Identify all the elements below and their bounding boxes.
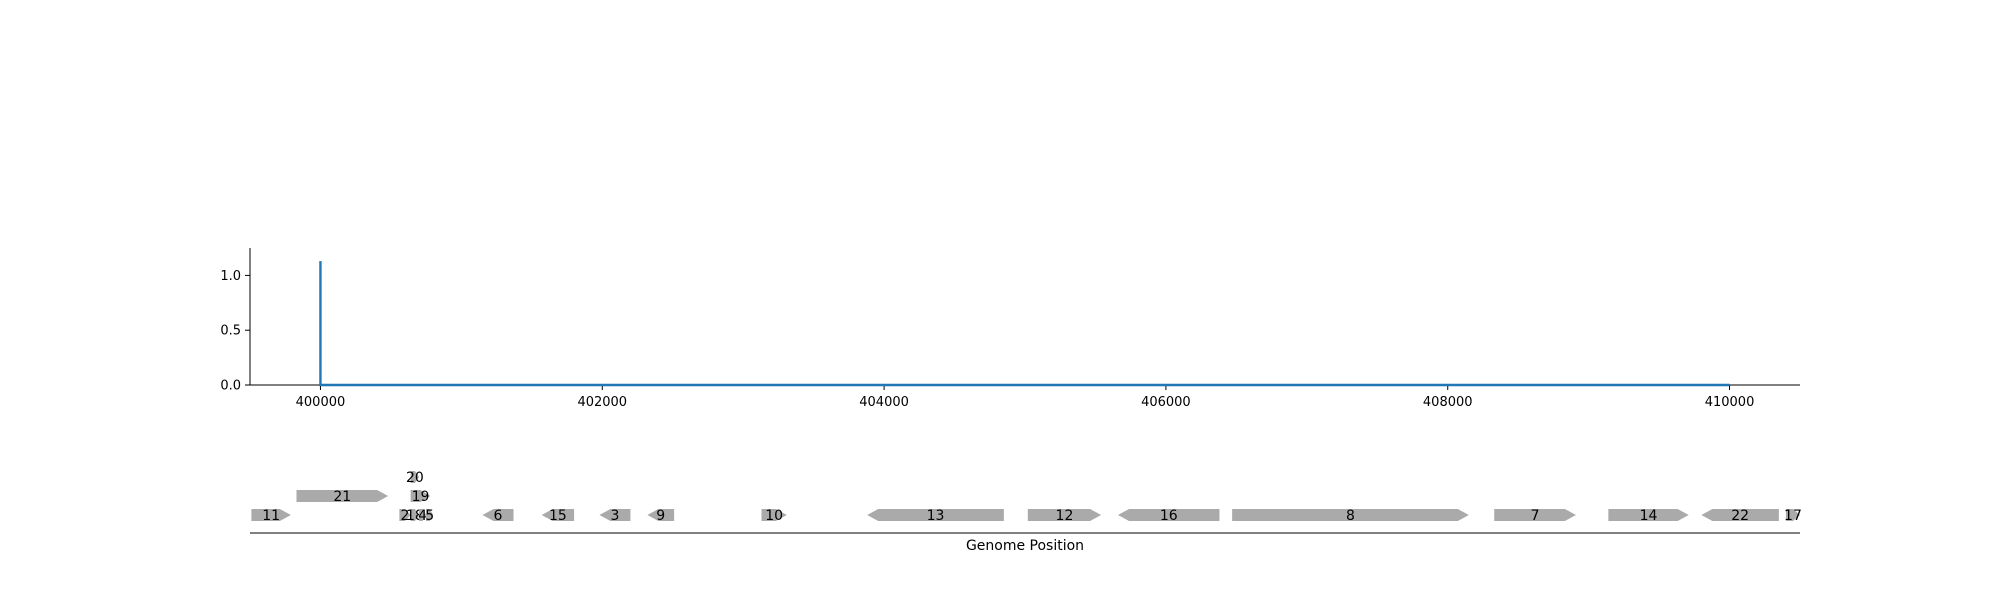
gene-arrow: [296, 490, 389, 502]
coverage-plot: 400000 402000 404000 406000 408000 410000 0.0 0…: [220, 248, 1800, 410]
gene-label: 10: [765, 508, 783, 524]
gene-arrow: [410, 471, 420, 483]
gene-arrow: [399, 509, 411, 521]
gene-label: 11: [262, 508, 280, 524]
gene-arrow: [541, 509, 575, 521]
y-tick-label: 0.5: [220, 324, 241, 339]
gene-label: 5: [425, 508, 434, 524]
gene-arrow: [1027, 509, 1102, 521]
gene-label: 16: [1160, 508, 1178, 524]
y-tick-label: 1.0: [220, 269, 241, 284]
gene-label: 8: [1346, 508, 1355, 524]
gene-arrow: [599, 509, 631, 521]
gene-arrow: [426, 509, 434, 521]
gene-arrow: [410, 509, 420, 521]
x-axis-label: Genome Position: [966, 538, 1084, 554]
gene-arrow: [1232, 509, 1469, 521]
gene-arrow: [867, 509, 1004, 521]
gene-label: 19: [412, 489, 430, 505]
gene-label: 7: [1531, 508, 1540, 524]
gene-arrow: [761, 509, 787, 521]
gene-label: 2: [401, 508, 410, 524]
gene-arrow: [419, 509, 427, 521]
coverage-series-line: [319, 261, 1730, 387]
gene-label: 4: [418, 508, 427, 524]
gene-label: 14: [1640, 508, 1658, 524]
x-tick-label: 404000: [859, 395, 909, 410]
x-tick-label: 408000: [1423, 395, 1473, 410]
gene-arrow: [1118, 509, 1220, 521]
gene-label: 6: [494, 508, 503, 524]
gene-arrow: [1494, 509, 1576, 521]
x-tick-label: 402000: [577, 395, 627, 410]
gene-label: 20: [406, 470, 424, 486]
gene-label: 15: [549, 508, 567, 524]
x-tick-label: 406000: [1141, 395, 1191, 410]
x-tick-label: 410000: [1705, 395, 1755, 410]
gene-label: 13: [927, 508, 945, 524]
gene-arrow: [482, 509, 514, 521]
x-tick-label: 400000: [296, 395, 346, 410]
gene-label: 3: [610, 508, 619, 524]
gene-label: 12: [1056, 508, 1074, 524]
gene-arrow: [1701, 509, 1779, 521]
gene-arrow: [251, 509, 291, 521]
gene-arrow: [647, 509, 675, 521]
gene-arrow: [410, 490, 431, 502]
y-tick-label: 0.0: [220, 379, 241, 394]
gene-arrow: [1785, 509, 1800, 521]
gene-label: 9: [656, 508, 665, 524]
gene-label: 17: [1784, 508, 1802, 524]
gene-label: 21: [333, 489, 351, 505]
gene-label: 22: [1731, 508, 1749, 524]
gene-arrow: [1608, 509, 1689, 521]
